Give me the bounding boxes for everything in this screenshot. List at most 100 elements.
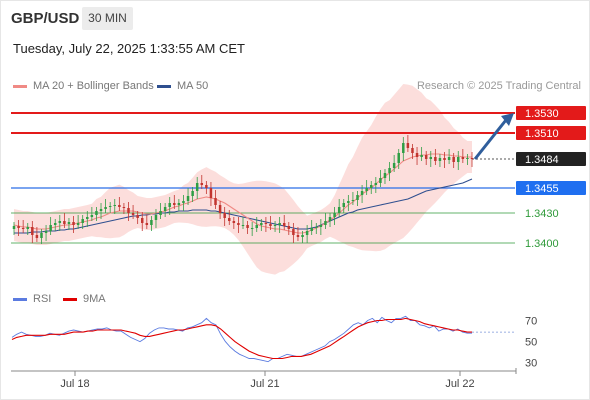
candle-body	[237, 223, 240, 225]
candle-body	[379, 178, 382, 183]
candle-body	[415, 153, 419, 157]
candle-body	[305, 231, 309, 235]
candle-body	[232, 221, 236, 223]
candle-body	[104, 207, 107, 209]
candle-body	[461, 157, 465, 159]
symbol-label: GBP/USD	[11, 10, 80, 27]
level-label-1.3455: 1.3455	[525, 183, 559, 195]
candle-body	[182, 201, 185, 203]
candle-body	[447, 157, 451, 160]
level-label-1.3400: 1.3400	[525, 238, 559, 250]
candle-body	[223, 213, 226, 218]
candle-body	[63, 221, 66, 224]
candle-body	[108, 206, 112, 207]
projection-arrow	[473, 119, 508, 160]
candle-body	[118, 205, 121, 207]
candle-body	[356, 195, 359, 200]
candle-body	[351, 200, 355, 201]
candle-body	[214, 198, 217, 205]
candle-body	[333, 213, 336, 217]
candle-body	[205, 185, 208, 188]
level-tag-1.3510	[516, 126, 586, 140]
candle-body	[434, 157, 437, 161]
candle-body	[173, 203, 176, 205]
ma9-swatch	[63, 297, 77, 301]
candle-body	[67, 222, 71, 224]
level-tag-1.3530	[516, 106, 586, 120]
candle-body	[58, 221, 62, 223]
candle-body	[31, 227, 34, 235]
candle-body	[131, 213, 135, 215]
candle-body	[360, 191, 364, 195]
candle-body	[228, 218, 231, 221]
candle-body	[310, 228, 313, 231]
candle-body	[72, 222, 75, 225]
candle-body	[374, 183, 378, 185]
legend-ma20: MA 20 + Bollinger Bands	[13, 80, 154, 92]
candle-body	[163, 207, 167, 211]
candle-body	[195, 183, 199, 191]
ma20-line	[13, 153, 472, 234]
candle-body	[159, 211, 162, 215]
rsi-tick-50: 50	[525, 337, 537, 349]
candle-body	[12, 226, 16, 229]
candle-body	[388, 168, 391, 173]
level-label-1.3530: 1.3530	[525, 108, 559, 120]
legend-ma50-label: MA 50	[177, 80, 209, 92]
legend-ma9: 9MA	[63, 293, 106, 305]
candle-body	[53, 223, 57, 225]
level-label-1.3510: 1.3510	[525, 128, 559, 140]
candle-body	[40, 233, 43, 238]
rsi-line	[11, 315, 472, 363]
candle-body	[420, 155, 423, 157]
candle-body	[328, 217, 332, 221]
legend-ma9-label: 9MA	[83, 293, 106, 305]
candle-body	[438, 158, 442, 161]
timeframe-badge[interactable]: 30 MIN	[82, 7, 133, 30]
datetime-label: Tuesday, July 22, 2025 1:33:55 AM CET	[13, 41, 245, 56]
legend-rsi: RSI	[13, 293, 51, 305]
candle-body	[246, 225, 249, 228]
rsi-ma9-line	[11, 317, 472, 360]
candle-body	[35, 235, 39, 238]
candle-body	[17, 226, 20, 228]
ma50-swatch	[157, 84, 171, 88]
candle-body	[90, 215, 94, 217]
candle-body	[186, 196, 190, 201]
candle-body	[200, 183, 204, 185]
candle-body	[301, 235, 304, 237]
candle-body	[337, 207, 341, 213]
candle-body	[429, 157, 433, 159]
x-tick-jul-21: Jul 21	[250, 378, 279, 390]
candle-body	[369, 185, 373, 188]
candle-body	[424, 155, 428, 159]
candle-body	[287, 226, 291, 229]
legend-rsi-label: RSI	[33, 293, 52, 305]
candle-body	[278, 223, 281, 225]
candle-body	[154, 215, 158, 220]
rsi-swatch	[13, 297, 27, 301]
candle-body	[292, 229, 295, 235]
legend-ma20-label: MA 20 + Bollinger Bands	[33, 80, 154, 92]
x-tick-jul-18: Jul 18	[60, 378, 89, 390]
candle-body	[95, 211, 98, 215]
candle-body	[443, 158, 446, 160]
rsi-tick-30: 30	[525, 358, 537, 370]
candle-body	[282, 223, 286, 226]
candle-body	[49, 225, 52, 231]
candle-body	[319, 225, 323, 227]
candle-body	[113, 205, 117, 206]
ma20-swatch	[13, 84, 27, 88]
candle-body	[255, 225, 258, 228]
candle-body	[21, 228, 25, 229]
candle-body	[168, 203, 171, 207]
candle-body	[457, 157, 460, 162]
level-label-1.3484: 1.3484	[525, 154, 559, 166]
projection-arrow-head	[501, 113, 514, 126]
legend-ma50: MA 50	[157, 80, 208, 92]
candle-body	[402, 143, 405, 153]
candle-body	[86, 217, 89, 219]
candle-body	[411, 148, 414, 153]
candle-body	[383, 173, 387, 178]
candle-body	[191, 191, 194, 196]
